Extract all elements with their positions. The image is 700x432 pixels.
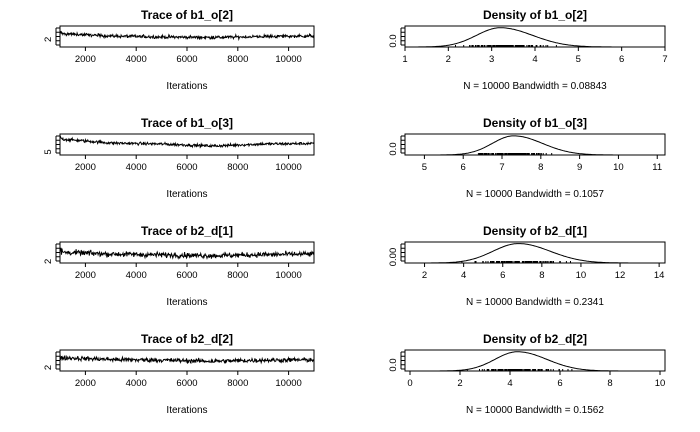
density-plot-1: Density of b1_o[2] 1 2 3 4 5 6 7 0.0 N = 10000 Ba… [388, 8, 668, 92]
plot-frame [59, 133, 315, 156]
x-tick-label: 10 [613, 162, 624, 173]
x-tick-label: 6000 [176, 270, 197, 281]
y-tick-label: 2 [43, 365, 54, 370]
density-rug [455, 45, 557, 47]
x-tick-label: 6000 [176, 378, 197, 389]
x-tick-label: 8 [607, 378, 612, 389]
density-plot-3: Density of b2_d[1] 2 4 6 8 10 12 14 0.00 N = 1000… [388, 224, 666, 308]
y-tick-label: 2 [43, 37, 54, 42]
plot-frame [404, 349, 666, 372]
plot-title: Trace of b2_d[1] [141, 224, 233, 238]
x-tick-label: 2 [422, 270, 427, 281]
x-tick-label: 2 [446, 54, 451, 65]
x-tick-label: 10000 [275, 162, 301, 173]
y-tick-label: 0.00 [388, 248, 399, 267]
x-tick-label: 4 [507, 378, 512, 389]
x-tick-label: 2 [457, 378, 462, 389]
plot-frame [59, 25, 315, 48]
y-tick-label: 0.0 [388, 142, 399, 155]
x-tick-label: 8 [539, 270, 544, 281]
x-tick-label: 4000 [126, 378, 147, 389]
x-tick-label: 7 [662, 54, 667, 65]
y-tick-label: 0.0 [388, 34, 399, 47]
x-axis-label: Iterations [166, 297, 207, 308]
x-axis-label: N = 10000 Bandwidth = 0.1057 [466, 189, 604, 200]
density-plot-2: Density of b1_o[3] 5 6 7 8 9 10 11 0.0 N = 10000 … [388, 116, 666, 200]
plot-title: Density of b1_o[3] [483, 116, 587, 130]
density-plot-4: Density of b2_d[2] 0 2 4 6 8 10 0.0 N = 10000 Ba… [388, 332, 666, 416]
trace-line [59, 135, 315, 149]
density-curve [405, 27, 661, 48]
x-tick-label: 8000 [227, 54, 248, 65]
x-axis-label: N = 10000 Bandwidth = 0.08843 [463, 81, 607, 92]
plot-frame [404, 133, 666, 156]
x-tick-label: 6 [461, 162, 466, 173]
plot-title: Trace of b1_o[2] [141, 8, 233, 22]
x-axis-label: N = 10000 Bandwidth = 0.2341 [466, 297, 604, 308]
x-tick-label: 3 [489, 54, 494, 65]
trace-plot-2: Trace of b1_o[3] 2000 4000 6000 8000 10000 5 It… [43, 116, 315, 200]
x-tick-label: 14 [654, 270, 665, 281]
x-tick-label: 9 [577, 162, 582, 173]
x-tick-label: 6 [500, 270, 505, 281]
x-tick-label: 4 [461, 270, 466, 281]
x-tick-label: 8 [538, 162, 543, 173]
x-tick-label: 10000 [275, 270, 301, 281]
x-tick-label: 2000 [75, 54, 96, 65]
density-rug [477, 153, 553, 155]
density-curve [408, 243, 663, 264]
plot-title: Density of b2_d[2] [483, 332, 587, 346]
density-rug [461, 261, 571, 263]
trace-line [59, 354, 315, 365]
trace-plot-1: Trace of b1_o[2] 2000 4000 6000 8000 10000 2 It… [43, 8, 315, 92]
plot-frame [404, 241, 666, 264]
x-tick-label: 2000 [75, 162, 96, 173]
x-tick-label: 6000 [176, 54, 197, 65]
x-tick-label: 8000 [227, 270, 248, 281]
x-tick-label: 2000 [75, 378, 96, 389]
x-tick-label: 10000 [275, 54, 301, 65]
x-tick-label: 11 [652, 162, 662, 173]
x-tick-label: 8000 [227, 378, 248, 389]
x-tick-label: 10 [576, 270, 587, 281]
x-tick-label: 1 [402, 54, 407, 65]
density-curve [417, 351, 660, 372]
x-axis-label: Iterations [166, 81, 207, 92]
x-tick-label: 4000 [126, 162, 147, 173]
x-axis-label: Iterations [166, 405, 207, 416]
x-tick-label: 5 [576, 54, 581, 65]
plot-title: Trace of b2_d[2] [141, 332, 233, 346]
plot-title: Density of b2_d[1] [483, 224, 587, 238]
trace-line [59, 30, 315, 42]
x-tick-label: 6000 [176, 162, 197, 173]
x-tick-label: 8000 [227, 162, 248, 173]
x-tick-label: 4000 [126, 54, 147, 65]
trace-line [59, 247, 315, 260]
x-tick-label: 7 [499, 162, 504, 173]
x-axis-label: Iterations [166, 189, 207, 200]
plot-title: Trace of b1_o[3] [141, 116, 233, 130]
y-tick-label: 2 [43, 259, 54, 264]
x-tick-label: 4 [532, 54, 537, 65]
y-tick-label: 0.0 [388, 358, 399, 371]
trace-plot-4: Trace of b2_d[2] 2000 4000 6000 8000 10000 2 It… [43, 332, 315, 416]
density-curve [416, 135, 662, 156]
y-tick-label: 5 [43, 149, 54, 154]
x-tick-label: 10 [655, 378, 666, 389]
trace-plot-3: Trace of b2_d[1] 2000 4000 6000 8000 10000 2 It… [43, 224, 315, 308]
density-rug [466, 369, 573, 371]
x-tick-label: 2000 [75, 270, 96, 281]
x-tick-label: 4000 [126, 270, 147, 281]
x-tick-label: 5 [422, 162, 427, 173]
x-tick-label: 12 [615, 270, 626, 281]
x-tick-label: 10000 [275, 378, 301, 389]
x-tick-label: 6 [557, 378, 562, 389]
x-tick-label: 0 [407, 378, 412, 389]
x-tick-label: 6 [619, 54, 624, 65]
plot-title: Density of b1_o[2] [483, 8, 587, 22]
x-axis-label: N = 10000 Bandwidth = 0.1562 [466, 405, 604, 416]
